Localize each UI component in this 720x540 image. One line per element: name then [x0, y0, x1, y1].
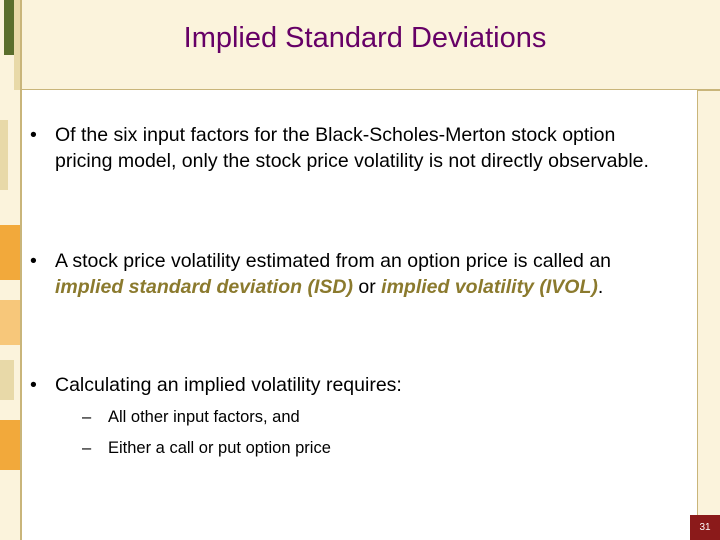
decor-bar: [4, 0, 14, 55]
emphasis: implied standard deviation (ISD): [55, 276, 353, 298]
decor-bar: [14, 0, 22, 90]
sub-dash: –: [82, 408, 92, 426]
sub-bullet-text: All other input factors, and: [108, 408, 300, 426]
emphasis: implied volatility (IVOL): [381, 276, 598, 298]
bullet-text: Calculating an implied volatility requir…: [55, 374, 402, 396]
bullet-text: .: [597, 276, 604, 298]
decor-square: [0, 360, 14, 400]
decor-bar: [0, 120, 8, 190]
page-number: 31: [690, 515, 720, 540]
content-panel: [22, 90, 697, 540]
bullet: • Of the six input factors for the Black…: [30, 122, 675, 174]
bullet-dot: •: [30, 374, 37, 396]
bullet-dot: •: [30, 250, 37, 272]
decor-square: [0, 300, 20, 345]
bullet-text: Of the six input factors for the Black-S…: [55, 124, 649, 172]
sub-bullet-text: Either a call or put option price: [108, 439, 331, 457]
decor-square: [0, 420, 20, 470]
bullet: • Calculating an implied volatility requ…: [30, 372, 675, 398]
decor-square: [0, 225, 20, 280]
bullet-dot: •: [30, 124, 37, 146]
sub-bullet: – All other input factors, and: [82, 408, 668, 427]
sub-dash: –: [82, 439, 92, 457]
bullet-text: or: [352, 276, 382, 298]
slide-title: Implied Standard Deviations: [183, 22, 547, 54]
bullet-text: A stock price volatility estimated from …: [55, 250, 612, 272]
bullet: • A stock price volatility estimated fro…: [30, 248, 675, 300]
sub-bullet: – Either a call or put option price: [82, 439, 668, 458]
